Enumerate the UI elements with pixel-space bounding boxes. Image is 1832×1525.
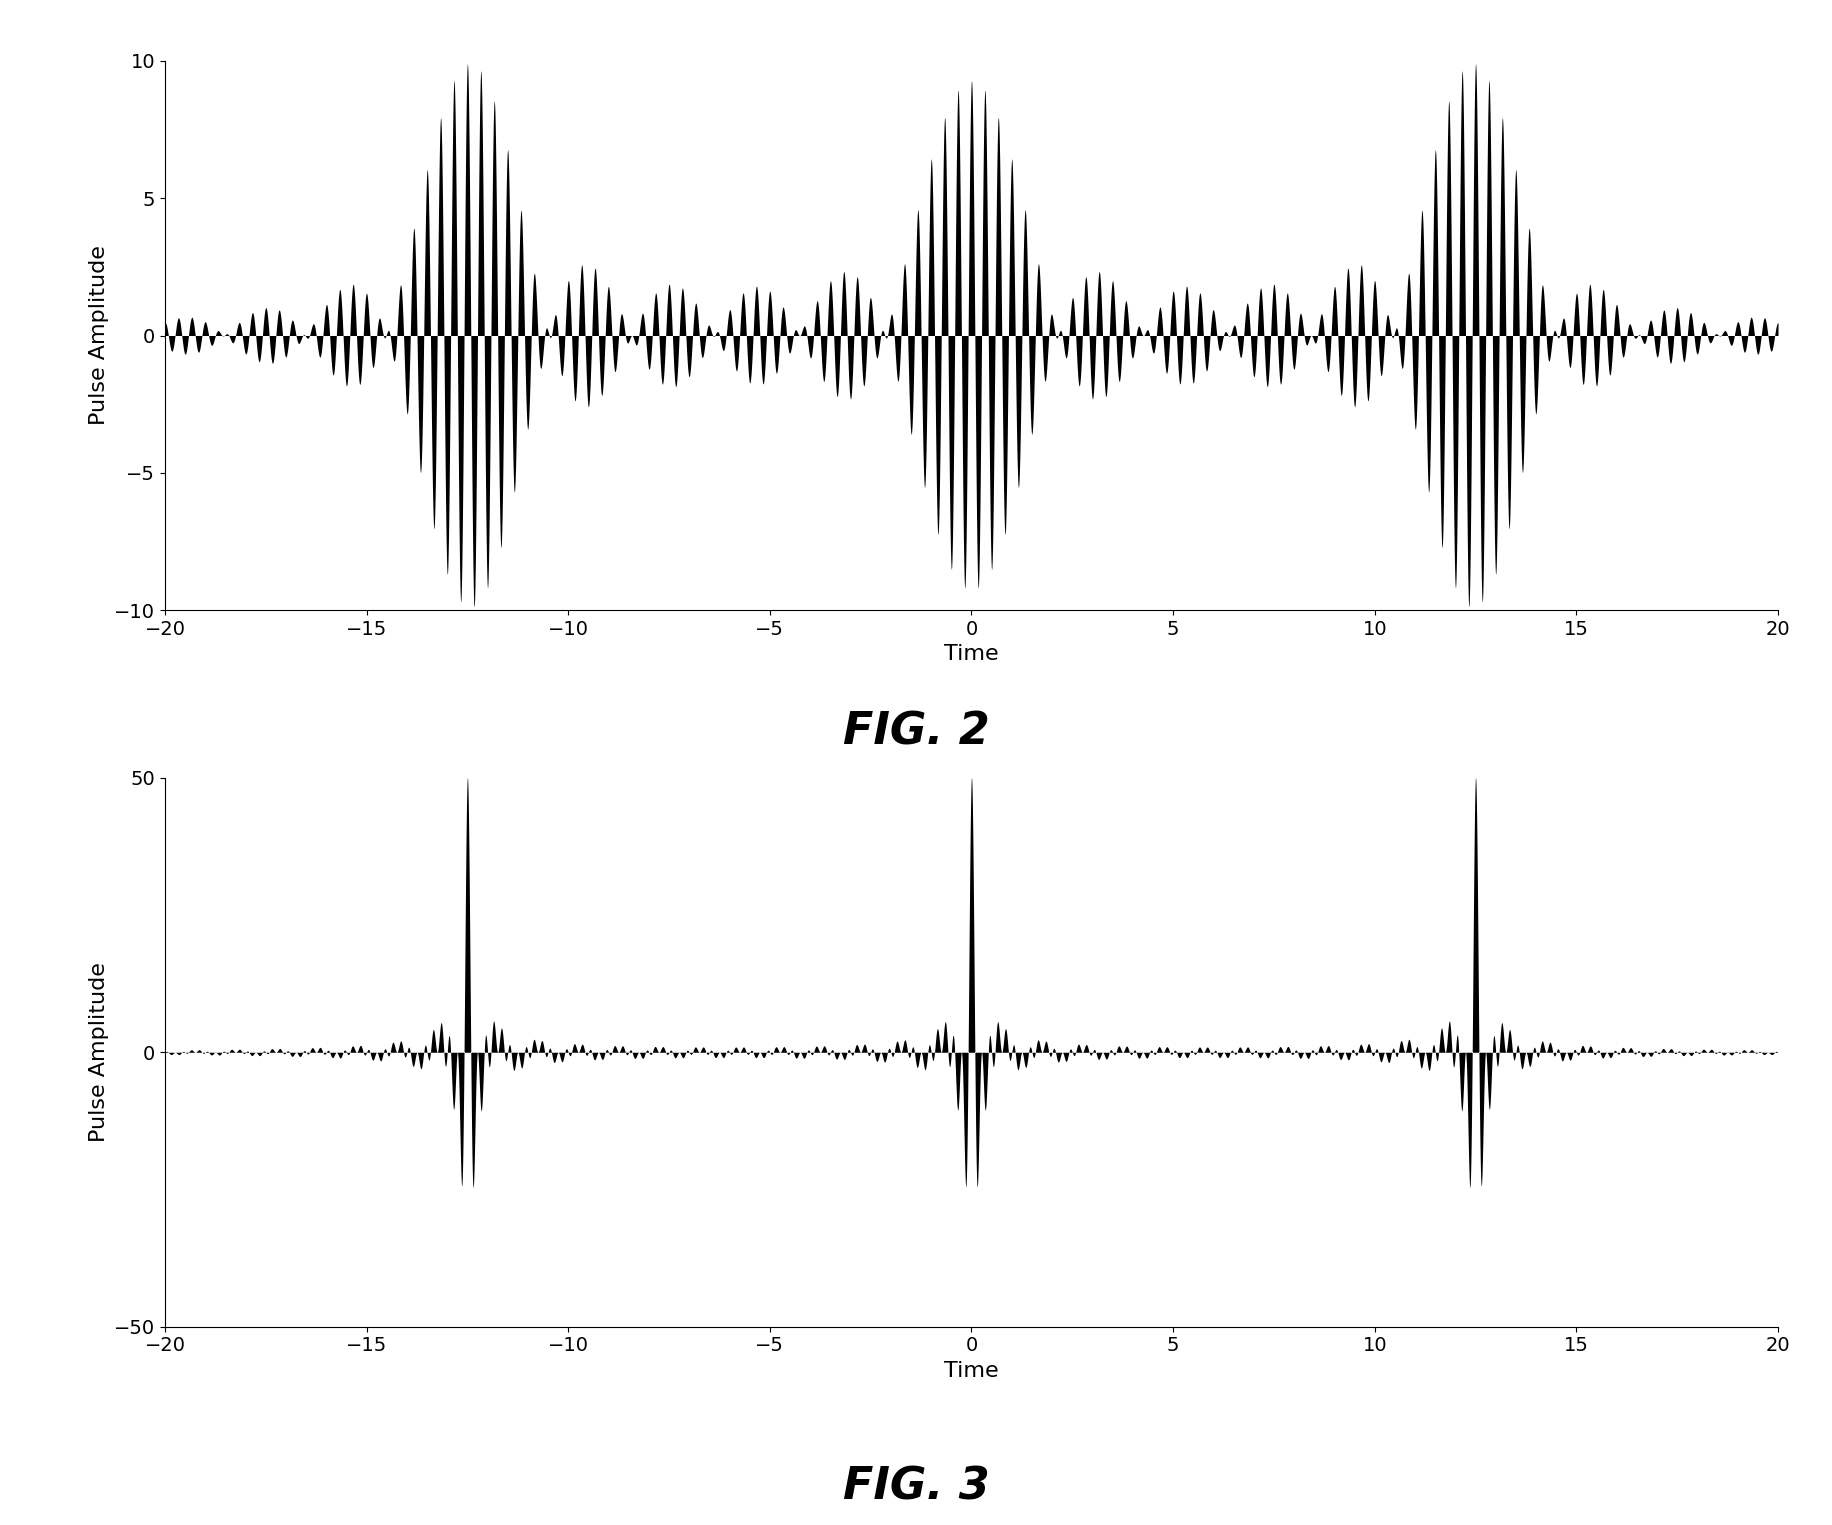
Text: FIG. 3: FIG. 3 [843, 1466, 989, 1508]
X-axis label: Time: Time [943, 644, 998, 665]
Y-axis label: Pulse Amplitude: Pulse Amplitude [88, 962, 108, 1142]
X-axis label: Time: Time [943, 1360, 998, 1382]
Y-axis label: Pulse Amplitude: Pulse Amplitude [88, 246, 108, 425]
Text: FIG. 2: FIG. 2 [843, 711, 989, 753]
